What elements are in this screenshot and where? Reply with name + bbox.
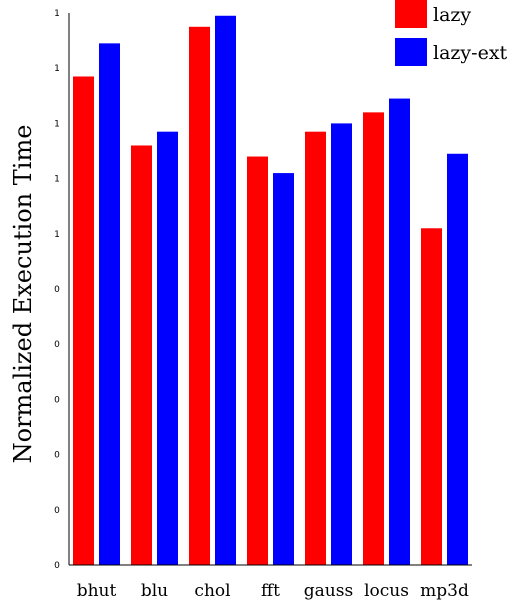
bars [73, 15, 468, 566]
y-tick-label: 0 [54, 340, 60, 350]
y-tick-label: 0 [54, 561, 60, 571]
bar-lazy-chol [189, 26, 210, 566]
y-tick-label: 0 [54, 506, 60, 516]
bar-lazy-mp3d [421, 228, 442, 565]
y-tick-label: 0 [54, 451, 60, 461]
x-tick-label: fft [261, 581, 280, 601]
bar-lazy-ext-fft [273, 173, 294, 565]
bar-lazy-locus [363, 112, 384, 566]
x-tick-label: bhut [77, 581, 117, 601]
bar-lazy-blu [131, 145, 152, 566]
x-axis-category-labels: bhut blu chol fft gauss locus mp3d [77, 581, 469, 601]
y-tick-label: 1 [54, 230, 60, 240]
y-axis-ticks: 0 0 0 0 0 0 1 1 1 1 1 [54, 9, 60, 571]
bar-lazy-fft [247, 156, 268, 565]
legend-swatch-lazy-ext [395, 38, 427, 66]
x-tick-label: mp3d [420, 581, 469, 601]
bar-lazy-ext-blu [157, 131, 178, 565]
bar-lazy-gauss [305, 131, 326, 565]
y-axis-title: Normalized Execution Time [9, 125, 37, 464]
y-tick-label: 1 [54, 64, 60, 74]
x-tick-label: locus [364, 581, 409, 601]
legend-label-lazy: lazy [433, 4, 471, 26]
y-tick-label: 1 [54, 119, 60, 129]
bar-lazy-ext-chol [215, 15, 236, 565]
legend-label-lazy-ext: lazy-ext [433, 42, 508, 64]
x-tick-label: blu [141, 581, 168, 601]
legend: lazy lazy-ext [395, 0, 508, 66]
bar-lazy-ext-bhut [99, 43, 120, 566]
y-tick-label: 1 [54, 175, 60, 185]
bar-lazy-ext-locus [389, 98, 410, 565]
x-tick-label: gauss [304, 581, 353, 601]
y-tick-label: 0 [54, 285, 60, 295]
bar-lazy-ext-gauss [331, 123, 352, 566]
legend-swatch-lazy [395, 0, 427, 28]
y-tick-label: 0 [54, 395, 60, 405]
bar-lazy-bhut [73, 76, 94, 565]
y-tick-label: 1 [54, 9, 60, 19]
bar-lazy-ext-mp3d [447, 153, 468, 565]
x-tick-label: chol [194, 581, 230, 601]
